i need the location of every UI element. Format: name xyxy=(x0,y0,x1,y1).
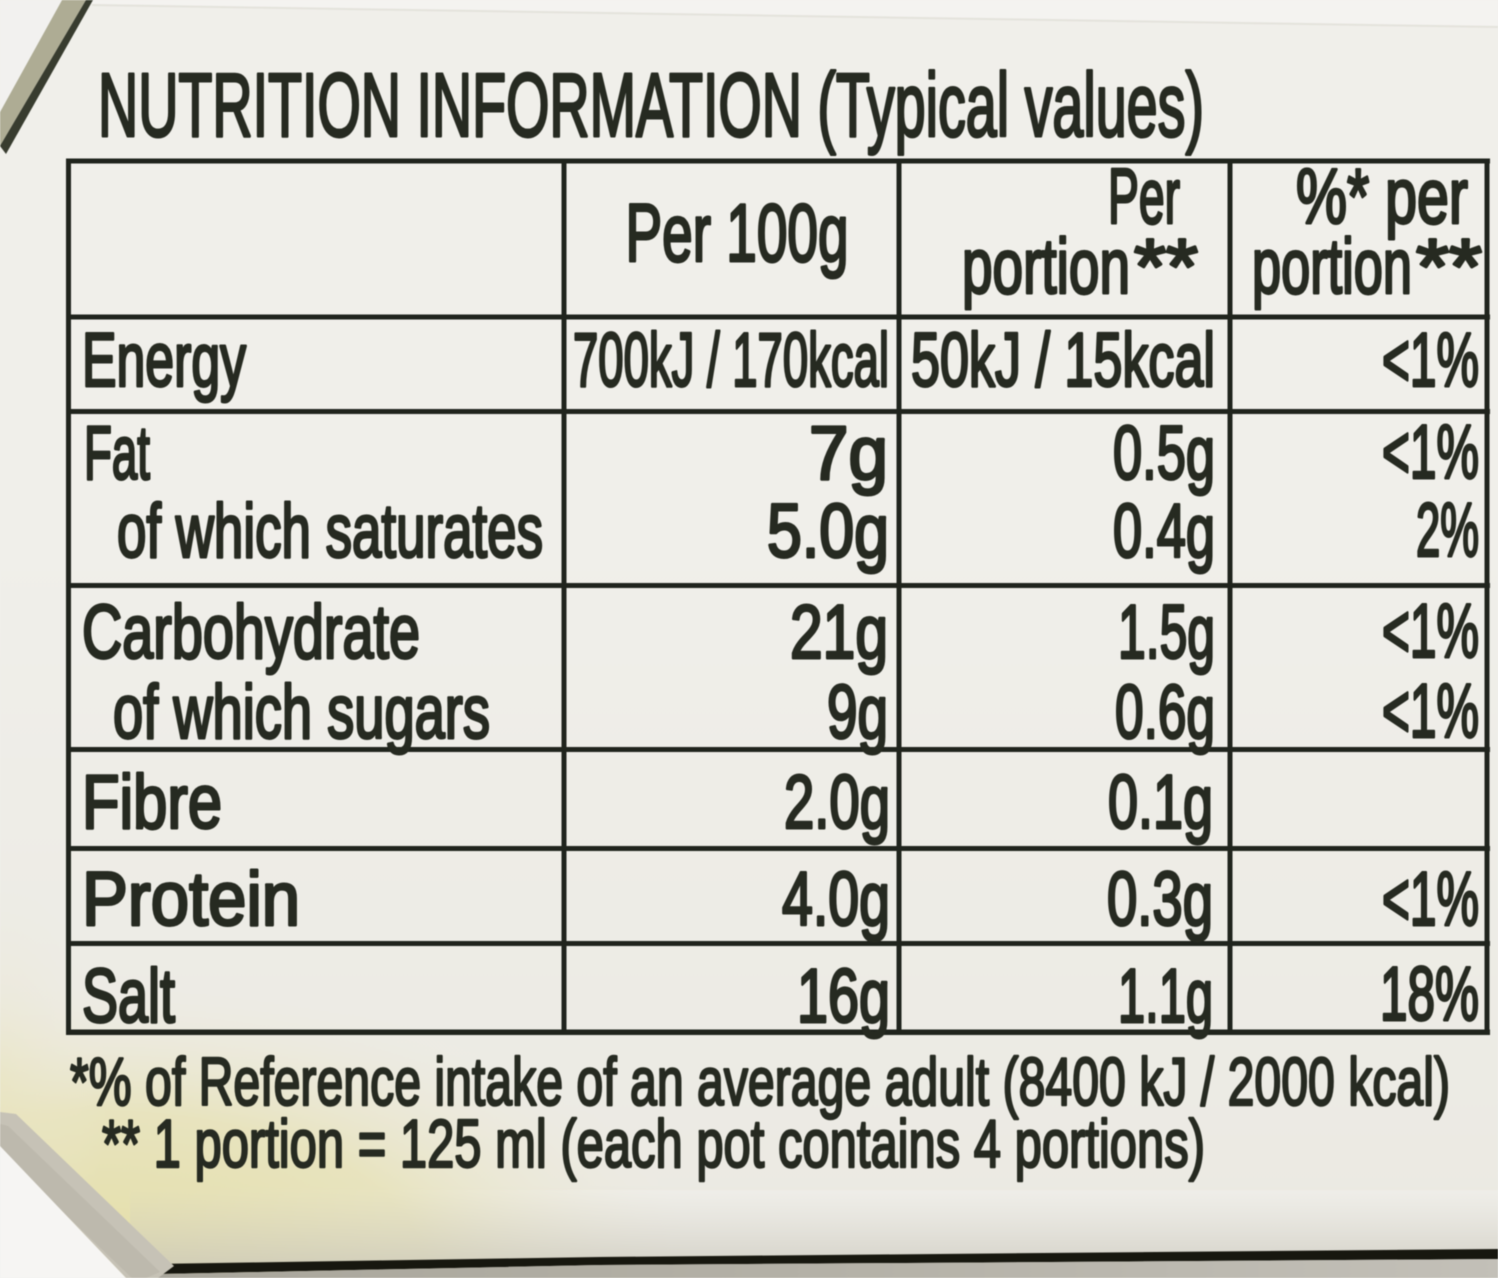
svg-text:portion: portion xyxy=(962,222,1130,310)
svg-text:4.0g: 4.0g xyxy=(782,857,890,942)
svg-text:<1%: <1% xyxy=(1382,589,1479,674)
svg-text:NUTRITION INFORMATION (Typical: NUTRITION INFORMATION (Typical values) xyxy=(98,56,1204,156)
svg-text:50kJ / 15kcal: 50kJ / 15kcal xyxy=(911,318,1215,403)
svg-text:%* per: %* per xyxy=(1296,152,1468,240)
svg-text:7g: 7g xyxy=(809,411,888,496)
svg-text:0.1g: 0.1g xyxy=(1108,760,1213,845)
svg-text:Fibre: Fibre xyxy=(82,760,222,845)
svg-text:<1%: <1% xyxy=(1382,669,1479,754)
svg-text:0.5g: 0.5g xyxy=(1113,411,1215,496)
svg-text:<1%: <1% xyxy=(1382,410,1479,495)
svg-text:Per: Per xyxy=(1108,152,1180,240)
svg-text:1.5g: 1.5g xyxy=(1118,590,1215,675)
svg-text:Energy: Energy xyxy=(82,318,246,403)
svg-text:700kJ / 170kcal: 700kJ / 170kcal xyxy=(573,318,889,403)
svg-text:1.1g: 1.1g xyxy=(1118,954,1213,1039)
svg-text:of which sugars: of which sugars xyxy=(113,670,490,755)
svg-text:21g: 21g xyxy=(790,590,888,675)
svg-text:0.6g: 0.6g xyxy=(1115,670,1215,755)
svg-text:18%: 18% xyxy=(1380,952,1479,1037)
svg-text:2%: 2% xyxy=(1416,488,1479,573)
svg-text:*% of Reference intake of an a: *% of Reference intake of an average adu… xyxy=(70,1044,1450,1120)
svg-text:**: ** xyxy=(1416,222,1482,310)
svg-text:Salt: Salt xyxy=(82,954,175,1039)
svg-text:Fat: Fat xyxy=(84,411,150,496)
svg-text:9g: 9g xyxy=(827,670,888,755)
svg-text:** 1 portion = 125 ml (each po: ** 1 portion = 125 ml (each pot contains… xyxy=(102,1106,1205,1182)
svg-text:**: ** xyxy=(1134,222,1198,310)
svg-text:16g: 16g xyxy=(797,954,890,1039)
svg-text:5.0g: 5.0g xyxy=(767,489,889,574)
svg-text:Carbohydrate: Carbohydrate xyxy=(82,590,420,675)
svg-text:0.3g: 0.3g xyxy=(1107,857,1213,942)
svg-text:<1%: <1% xyxy=(1382,318,1479,403)
svg-text:of which saturates: of which saturates xyxy=(117,489,543,574)
svg-text:Per 100g: Per 100g xyxy=(626,188,849,279)
svg-text:<1%: <1% xyxy=(1382,857,1479,942)
svg-text:portion: portion xyxy=(1252,222,1412,310)
svg-text:0.4g: 0.4g xyxy=(1113,489,1215,574)
svg-text:2.0g: 2.0g xyxy=(784,760,890,845)
svg-text:Protein: Protein xyxy=(82,857,300,942)
